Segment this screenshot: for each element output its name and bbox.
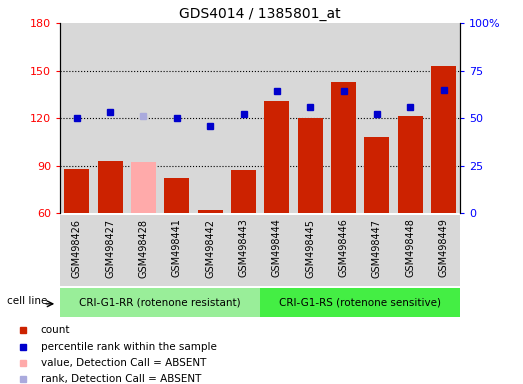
Bar: [227, 23, 260, 213]
Text: GSM498445: GSM498445: [305, 218, 315, 278]
Text: count: count: [41, 326, 70, 336]
Bar: [427, 23, 460, 213]
Bar: [127, 215, 160, 286]
Bar: [227, 215, 260, 286]
Text: GSM498447: GSM498447: [372, 218, 382, 278]
Bar: [164, 178, 189, 213]
Bar: [194, 23, 227, 213]
Bar: [360, 23, 393, 213]
Bar: [394, 23, 427, 213]
Bar: [298, 118, 323, 213]
Text: CRI-G1-RS (rotenone sensitive): CRI-G1-RS (rotenone sensitive): [279, 297, 441, 308]
Text: value, Detection Call = ABSENT: value, Detection Call = ABSENT: [41, 358, 206, 368]
Bar: [94, 215, 127, 286]
Title: GDS4014 / 1385801_at: GDS4014 / 1385801_at: [179, 7, 341, 21]
Text: CRI-G1-RR (rotenone resistant): CRI-G1-RR (rotenone resistant): [79, 297, 241, 308]
Bar: [98, 161, 123, 213]
Bar: [60, 23, 94, 213]
Bar: [64, 169, 89, 213]
Bar: [160, 23, 194, 213]
Bar: [365, 137, 390, 213]
Text: rank, Detection Call = ABSENT: rank, Detection Call = ABSENT: [41, 374, 201, 384]
Bar: [260, 288, 460, 317]
Bar: [231, 170, 256, 213]
Text: GSM498449: GSM498449: [439, 218, 449, 278]
Bar: [264, 101, 289, 213]
Bar: [293, 215, 327, 286]
Bar: [427, 215, 460, 286]
Text: GSM498443: GSM498443: [238, 218, 248, 278]
Text: GSM498442: GSM498442: [205, 218, 215, 278]
Text: percentile rank within the sample: percentile rank within the sample: [41, 342, 217, 352]
Text: GSM498428: GSM498428: [139, 218, 149, 278]
Bar: [94, 23, 127, 213]
Bar: [260, 215, 293, 286]
Bar: [127, 23, 160, 213]
Bar: [160, 215, 194, 286]
Text: GSM498446: GSM498446: [338, 218, 348, 278]
Text: GSM498427: GSM498427: [105, 218, 115, 278]
Bar: [198, 210, 223, 213]
Bar: [360, 215, 393, 286]
Text: cell line: cell line: [7, 296, 48, 306]
Bar: [60, 215, 94, 286]
Bar: [327, 23, 360, 213]
Bar: [131, 162, 156, 213]
Bar: [327, 215, 360, 286]
Text: GSM498444: GSM498444: [272, 218, 282, 278]
Bar: [194, 215, 227, 286]
Bar: [431, 66, 456, 213]
Text: GSM498448: GSM498448: [405, 218, 415, 278]
Text: GSM498441: GSM498441: [172, 218, 182, 278]
Bar: [394, 215, 427, 286]
Bar: [331, 82, 356, 213]
Text: GSM498426: GSM498426: [72, 218, 82, 278]
Bar: [60, 288, 260, 317]
Bar: [293, 23, 327, 213]
Bar: [260, 23, 293, 213]
Bar: [397, 116, 423, 213]
